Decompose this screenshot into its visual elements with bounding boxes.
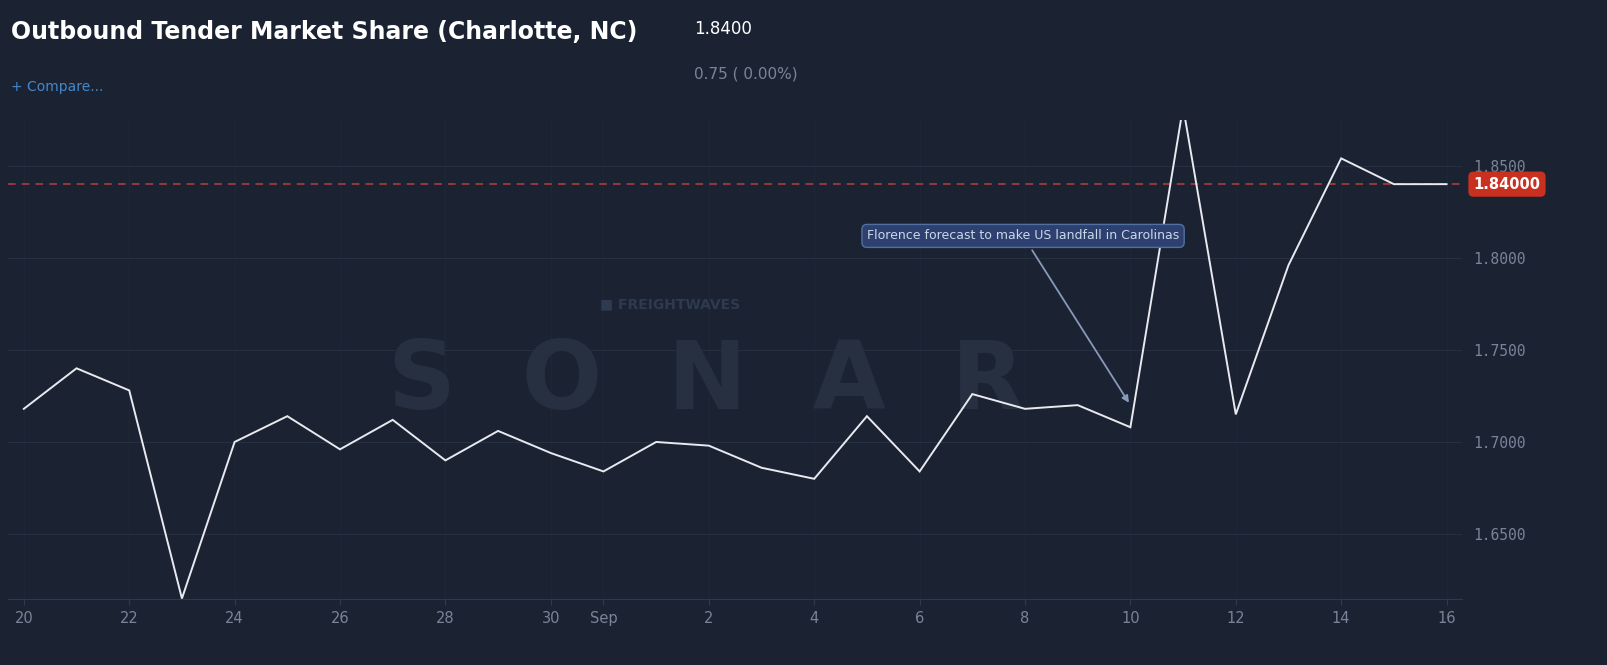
Text: Outbound Tender Market Share (Charlotte, NC): Outbound Tender Market Share (Charlotte,… (11, 20, 638, 44)
Text: + Compare...: + Compare... (11, 80, 103, 94)
Text: S  O  N  A  R: S O N A R (387, 337, 1024, 429)
Text: Florence forecast to make US landfall in Carolinas: Florence forecast to make US landfall in… (866, 229, 1180, 401)
Text: 1.84000: 1.84000 (1474, 177, 1541, 192)
Text: ■ FREIGHTWAVES: ■ FREIGHTWAVES (599, 297, 739, 311)
Text: 0.75 ( 0.00%): 0.75 ( 0.00%) (694, 66, 797, 82)
Text: 1.8400: 1.8400 (694, 20, 752, 38)
